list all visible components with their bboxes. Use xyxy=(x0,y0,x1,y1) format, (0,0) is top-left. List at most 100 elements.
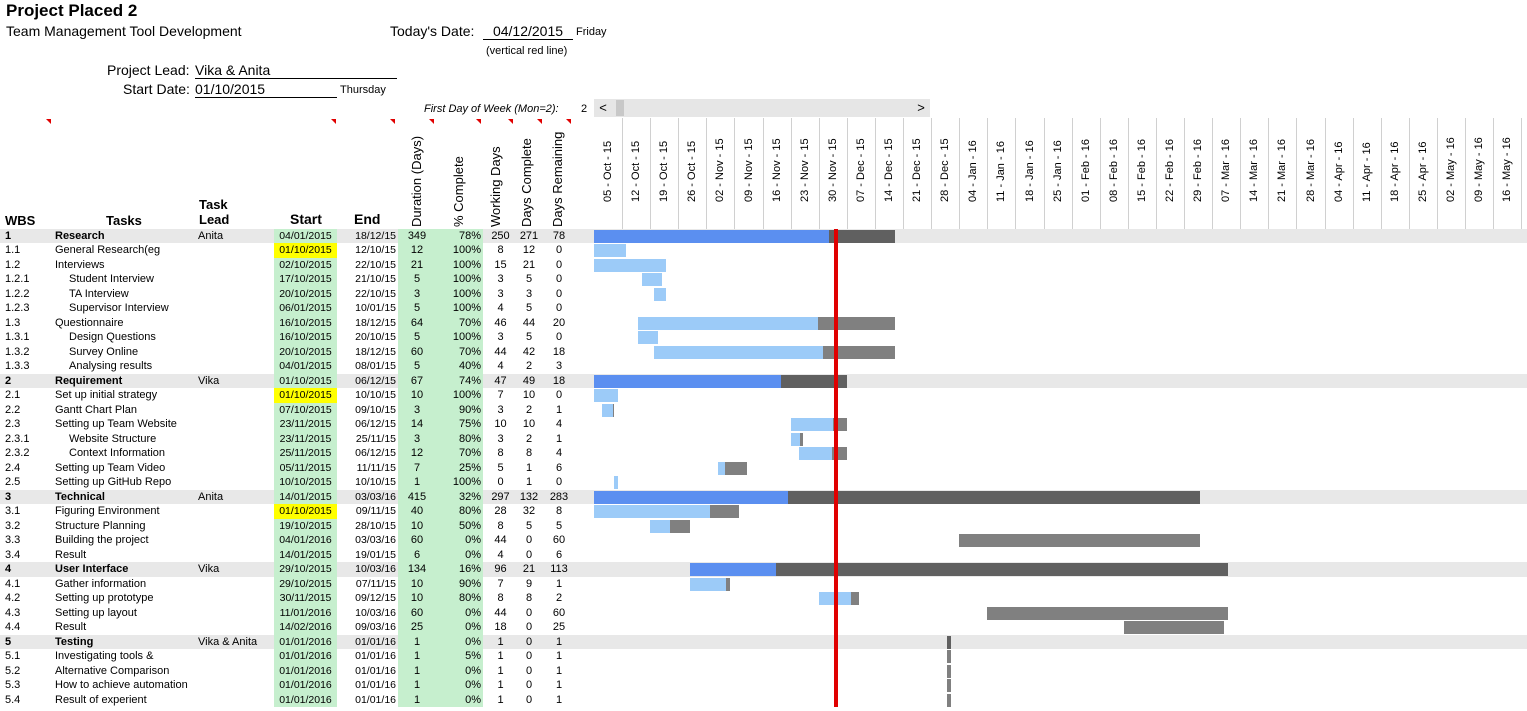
task-lead[interactable] xyxy=(198,345,272,360)
task-row[interactable]: 5.4 Result of experient 01/01/2016 01/01/16… xyxy=(0,692,1527,707)
gantt-bar-remaining[interactable] xyxy=(817,316,896,330)
days-remaining[interactable]: 0 xyxy=(555,389,563,401)
start-date[interactable]: 25/11/2015 xyxy=(274,446,337,461)
end-date[interactable]: 21/10/15 xyxy=(355,273,396,285)
days-remaining[interactable]: 1 xyxy=(555,693,563,706)
end-date[interactable]: 22/10/15 xyxy=(355,258,396,271)
days-remaining[interactable]: 1 xyxy=(555,432,563,445)
working-days[interactable]: 1 xyxy=(497,693,504,706)
end-date[interactable]: 01/01/16 xyxy=(355,650,396,662)
wbs-cell[interactable]: 5.1 xyxy=(5,650,21,662)
task-row[interactable]: 5.3 How to achieve automation 01/01/2016 01… xyxy=(0,678,1527,693)
task-name[interactable]: Interviews xyxy=(55,258,105,271)
start-date[interactable]: 14/01/2015 xyxy=(274,489,337,504)
task-row[interactable]: 3.1 Figuring Environment 01/10/2015 09/11/1… xyxy=(0,504,1527,519)
percent-complete[interactable]: 0% xyxy=(436,663,483,678)
gantt-bar-remaining[interactable] xyxy=(947,679,952,692)
comment-marker[interactable] xyxy=(429,119,434,124)
days-remaining[interactable]: 25 xyxy=(552,621,566,633)
task-name[interactable]: Design Questions xyxy=(69,331,156,343)
working-days[interactable]: 1 xyxy=(497,635,504,648)
start-date[interactable]: 05/11/2015 xyxy=(274,460,337,475)
task-row[interactable]: 2.2 Gantt Chart Plan 07/10/2015 09/10/15 3 90… xyxy=(0,402,1527,417)
task-name[interactable]: Structure Planning xyxy=(55,519,146,532)
days-remaining[interactable]: 0 xyxy=(555,302,563,314)
end-date[interactable]: 18/12/15 xyxy=(355,345,396,358)
gantt-bar-remaining[interactable] xyxy=(800,432,803,446)
wbs-cell[interactable]: 2.3 xyxy=(5,418,21,430)
working-days[interactable]: 8 xyxy=(497,519,504,532)
start-date[interactable]: 16/10/2015 xyxy=(274,315,337,330)
duration[interactable]: 415 xyxy=(398,489,436,504)
duration[interactable]: 5 xyxy=(398,301,436,316)
task-lead[interactable] xyxy=(198,446,272,461)
start-date[interactable]: 29/10/2015 xyxy=(274,576,337,591)
percent-complete[interactable]: 16% xyxy=(436,562,483,577)
percent-complete[interactable]: 100% xyxy=(436,243,483,258)
days-complete[interactable]: 8 xyxy=(525,447,533,459)
duration[interactable]: 10 xyxy=(398,576,436,591)
task-name[interactable]: Gantt Chart Plan xyxy=(55,403,137,416)
start-date[interactable]: 04/01/2016 xyxy=(274,533,337,548)
wbs-cell[interactable]: 4 xyxy=(5,563,12,575)
end-date[interactable]: 28/10/15 xyxy=(355,519,396,532)
working-days[interactable]: 297 xyxy=(491,490,510,503)
days-complete[interactable]: 21 xyxy=(522,563,536,575)
days-complete[interactable]: 5 xyxy=(525,273,533,285)
comment-marker[interactable] xyxy=(508,119,513,124)
days-remaining[interactable]: 18 xyxy=(552,374,566,387)
days-complete[interactable]: 0 xyxy=(525,606,533,619)
gantt-bar-complete[interactable] xyxy=(594,505,710,518)
task-row[interactable]: 1.2.3 Supervisor Interview 06/01/2015 10/01… xyxy=(0,301,1527,316)
working-days[interactable]: 44 xyxy=(494,534,507,546)
duration[interactable]: 5 xyxy=(398,330,436,345)
days-complete[interactable]: 0 xyxy=(525,650,533,662)
days-complete[interactable]: 5 xyxy=(525,519,533,532)
task-name[interactable]: Gather information xyxy=(55,577,147,590)
days-complete[interactable]: 8 xyxy=(525,592,533,604)
end-date[interactable]: 01/01/16 xyxy=(355,679,396,691)
task-lead[interactable] xyxy=(198,388,272,403)
start-date[interactable]: 11/01/2016 xyxy=(274,605,337,620)
wbs-cell[interactable]: 3.1 xyxy=(5,505,21,517)
gantt-bar-complete[interactable] xyxy=(654,287,667,301)
duration[interactable]: 64 xyxy=(398,315,436,330)
gantt-bar-remaining[interactable] xyxy=(1123,621,1225,634)
wbs-cell[interactable]: 2.4 xyxy=(5,461,21,474)
days-remaining[interactable]: 113 xyxy=(550,563,568,575)
task-lead[interactable]: Vika & Anita xyxy=(198,635,258,648)
wbs-cell[interactable]: 3.2 xyxy=(5,519,21,532)
task-lead[interactable] xyxy=(198,243,272,258)
task-name[interactable]: Figuring Environment xyxy=(55,505,160,517)
percent-complete[interactable]: 100% xyxy=(436,330,483,345)
days-remaining[interactable]: 5 xyxy=(555,519,563,532)
days-remaining[interactable]: 0 xyxy=(555,476,563,488)
comment-marker[interactable] xyxy=(537,119,542,124)
task-row[interactable]: 4.4 Result 14/02/2016 09/03/16 25 0% 18 0 25 xyxy=(0,620,1527,635)
days-remaining[interactable]: 0 xyxy=(555,244,563,256)
start-date[interactable]: 01/10/2015 xyxy=(274,373,337,388)
percent-complete[interactable]: 32% xyxy=(436,489,483,504)
percent-complete[interactable]: 100% xyxy=(436,388,483,403)
start-date[interactable]: 29/10/2015 xyxy=(274,562,337,577)
gantt-bar-remaining[interactable] xyxy=(670,519,691,533)
days-remaining[interactable]: 2 xyxy=(555,592,563,604)
duration[interactable]: 1 xyxy=(398,663,436,678)
gantt-bar-remaining[interactable] xyxy=(828,229,896,243)
task-name[interactable]: Set up initial strategy xyxy=(55,389,158,401)
gantt-bar-complete[interactable] xyxy=(594,389,619,402)
days-remaining[interactable]: 78 xyxy=(552,229,566,242)
start-date[interactable]: 01/01/2016 xyxy=(274,634,337,649)
gantt-bar-complete[interactable] xyxy=(790,432,801,446)
duration[interactable]: 5 xyxy=(398,272,436,287)
gantt-bar-complete[interactable] xyxy=(594,229,829,243)
percent-complete[interactable]: 100% xyxy=(436,257,483,272)
start-date[interactable]: 14/01/2015 xyxy=(274,547,337,562)
wbs-cell[interactable]: 1.3 xyxy=(5,316,21,329)
duration[interactable]: 1 xyxy=(398,649,436,664)
percent-complete[interactable]: 78% xyxy=(436,228,483,243)
days-remaining[interactable]: 6 xyxy=(555,461,563,474)
task-lead[interactable] xyxy=(198,533,272,548)
end-date[interactable]: 10/10/15 xyxy=(355,389,396,401)
task-name[interactable]: Setting up GitHub Repo xyxy=(55,476,172,488)
